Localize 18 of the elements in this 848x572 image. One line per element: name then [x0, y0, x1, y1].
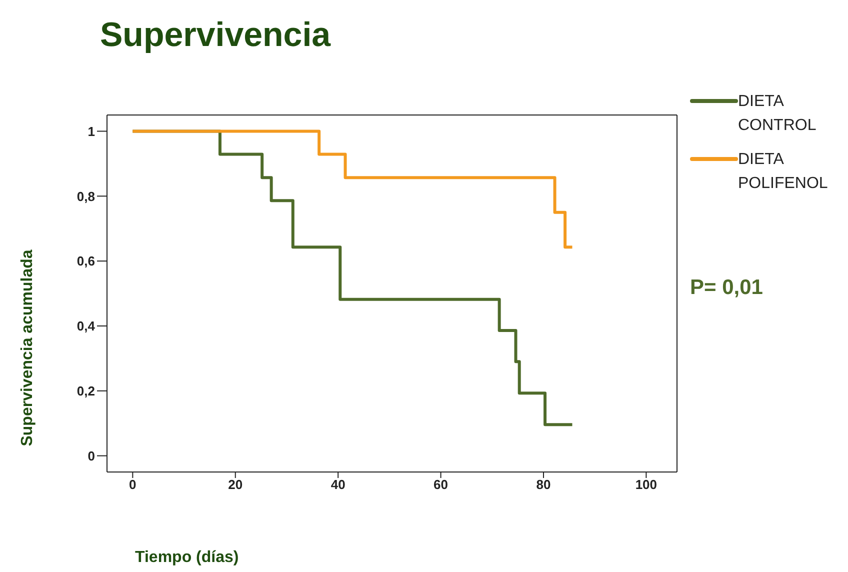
y-tick-label: 0,2 — [76, 383, 95, 398]
y-tick-label: 0,8 — [76, 188, 95, 204]
x-tick-label: 40 — [330, 477, 346, 492]
x-tick-label: 60 — [434, 477, 448, 492]
y-tick-label: 1 — [88, 124, 95, 139]
chart-title: Supervivencia — [100, 16, 331, 55]
x-axis-title: Tiempo (días) — [135, 549, 239, 567]
text: P= 0,01 — [690, 276, 763, 300]
y-axis-title: Supervivencia acumulada — [19, 250, 37, 446]
x-tick-label: 100 — [635, 477, 658, 492]
x-tick-label: 0 — [129, 477, 136, 492]
y-tick-label: 0,4 — [76, 318, 96, 334]
y-tick-label: 0 — [88, 448, 95, 464]
legend-label: DIETA CONTROL — [738, 92, 818, 136]
y-tick-label: 0,6 — [76, 254, 95, 269]
legend-label: DIETA POLIFENOL — [738, 150, 829, 194]
x-tick-label: 20 — [228, 477, 243, 492]
x-tick-label: 80 — [536, 477, 551, 492]
